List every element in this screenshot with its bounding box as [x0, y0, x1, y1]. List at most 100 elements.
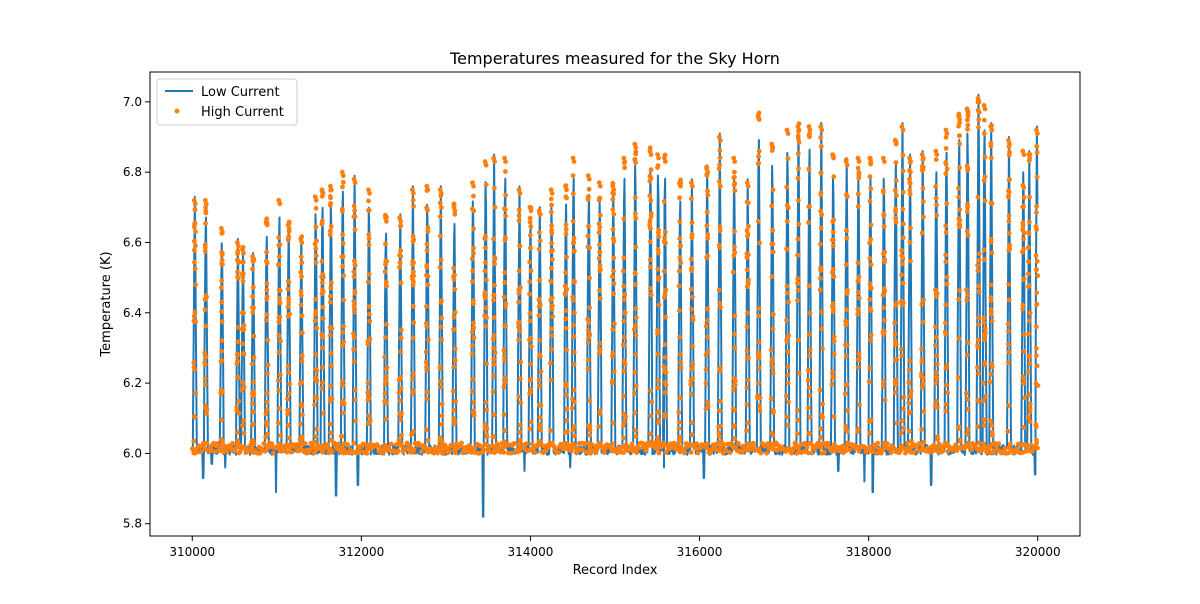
high-current-point: [695, 450, 701, 456]
high-current-point: [705, 349, 711, 355]
high-current-point: [398, 327, 404, 333]
high-current-point: [1006, 450, 1011, 456]
high-current-point: [218, 359, 224, 365]
high-current-point: [203, 201, 209, 207]
x-tick-label: 314000: [508, 545, 554, 559]
high-current-point: [285, 408, 290, 413]
high-current-point: [655, 165, 660, 171]
high-current-point: [353, 418, 358, 424]
high-current-point: [676, 426, 682, 431]
high-current-point: [508, 450, 514, 456]
high-current-point: [1034, 150, 1040, 155]
high-current-point: [502, 375, 508, 381]
high-current-point: [397, 398, 403, 404]
high-current-point: [447, 449, 453, 455]
high-current-point: [1034, 174, 1040, 180]
high-current-point: [380, 450, 386, 456]
high-current-point: [655, 351, 661, 357]
high-current-point: [527, 279, 533, 285]
high-current-point: [829, 237, 835, 243]
high-current-point: [705, 235, 711, 241]
high-current-point: [844, 194, 850, 200]
high-current-point: [340, 410, 346, 416]
high-current-point: [705, 232, 711, 238]
high-current-point: [340, 329, 346, 335]
high-current-point: [806, 220, 811, 225]
high-current-point: [471, 301, 476, 307]
high-current-point: [694, 441, 699, 446]
high-current-point: [744, 267, 750, 273]
high-current-point: [933, 403, 938, 409]
high-current-point: [677, 219, 683, 225]
high-current-point: [202, 297, 208, 302]
high-current-point: [806, 204, 812, 210]
high-current-point: [503, 159, 508, 165]
high-current-point: [744, 356, 750, 361]
high-current-point: [806, 384, 812, 390]
high-current-point: [319, 331, 325, 337]
high-current-point: [314, 238, 319, 244]
high-current-point: [611, 291, 616, 297]
high-current-point: [818, 135, 824, 140]
high-current-point: [425, 225, 431, 231]
high-current-point: [571, 424, 577, 430]
high-current-point: [491, 412, 497, 418]
high-current-point: [1006, 328, 1011, 334]
high-current-point: [881, 305, 886, 311]
high-current-point: [484, 361, 489, 366]
high-current-point: [235, 374, 240, 380]
high-current-point: [844, 307, 850, 313]
high-current-point: [284, 449, 290, 455]
high-current-point: [819, 127, 825, 133]
legend-dot-swatch: [174, 108, 180, 114]
high-current-point: [1034, 143, 1040, 149]
high-current-point: [975, 194, 981, 200]
high-current-point: [633, 306, 638, 312]
high-current-point: [845, 442, 851, 448]
high-current-point: [549, 190, 555, 196]
high-current-point: [587, 332, 593, 337]
high-current-point: [503, 323, 508, 329]
high-current-point: [286, 236, 291, 241]
high-current-point: [1026, 392, 1032, 398]
high-current-point: [564, 195, 569, 201]
high-current-point: [572, 278, 577, 284]
high-current-point: [235, 325, 241, 330]
high-current-point: [191, 365, 197, 370]
high-current-point: [1026, 245, 1031, 251]
high-current-point: [956, 336, 962, 342]
legend-label-low-current: Low Current: [201, 85, 280, 100]
high-current-point: [880, 446, 886, 451]
high-current-point: [251, 379, 256, 385]
high-current-point: [366, 272, 372, 278]
high-current-point: [919, 302, 925, 307]
high-current-point: [717, 138, 723, 143]
high-current-point: [538, 369, 544, 374]
high-current-point: [328, 183, 333, 189]
high-current-point: [382, 391, 388, 396]
high-current-point: [502, 207, 508, 213]
high-current-point: [633, 428, 638, 433]
high-current-point: [278, 433, 284, 438]
high-current-point: [989, 250, 995, 256]
high-current-point: [289, 449, 295, 455]
high-current-point: [716, 430, 722, 436]
high-current-point: [806, 405, 811, 411]
high-current-point: [1020, 249, 1025, 255]
high-current-point: [502, 428, 508, 434]
high-current-point: [1027, 155, 1033, 161]
high-current-point: [805, 378, 811, 383]
high-current-point: [191, 414, 197, 419]
high-current-point: [957, 165, 962, 171]
x-axis-label: Record Index: [573, 563, 658, 578]
high-current-point: [320, 449, 326, 455]
high-current-point: [830, 374, 836, 380]
high-current-point: [703, 406, 709, 412]
high-current-point: [220, 439, 225, 444]
high-current-point: [411, 260, 416, 266]
high-current-point: [1026, 331, 1032, 337]
high-current-point: [298, 381, 303, 387]
low-current-line: [191, 93, 1039, 518]
high-current-point: [536, 297, 542, 303]
high-current-point: [411, 237, 416, 242]
